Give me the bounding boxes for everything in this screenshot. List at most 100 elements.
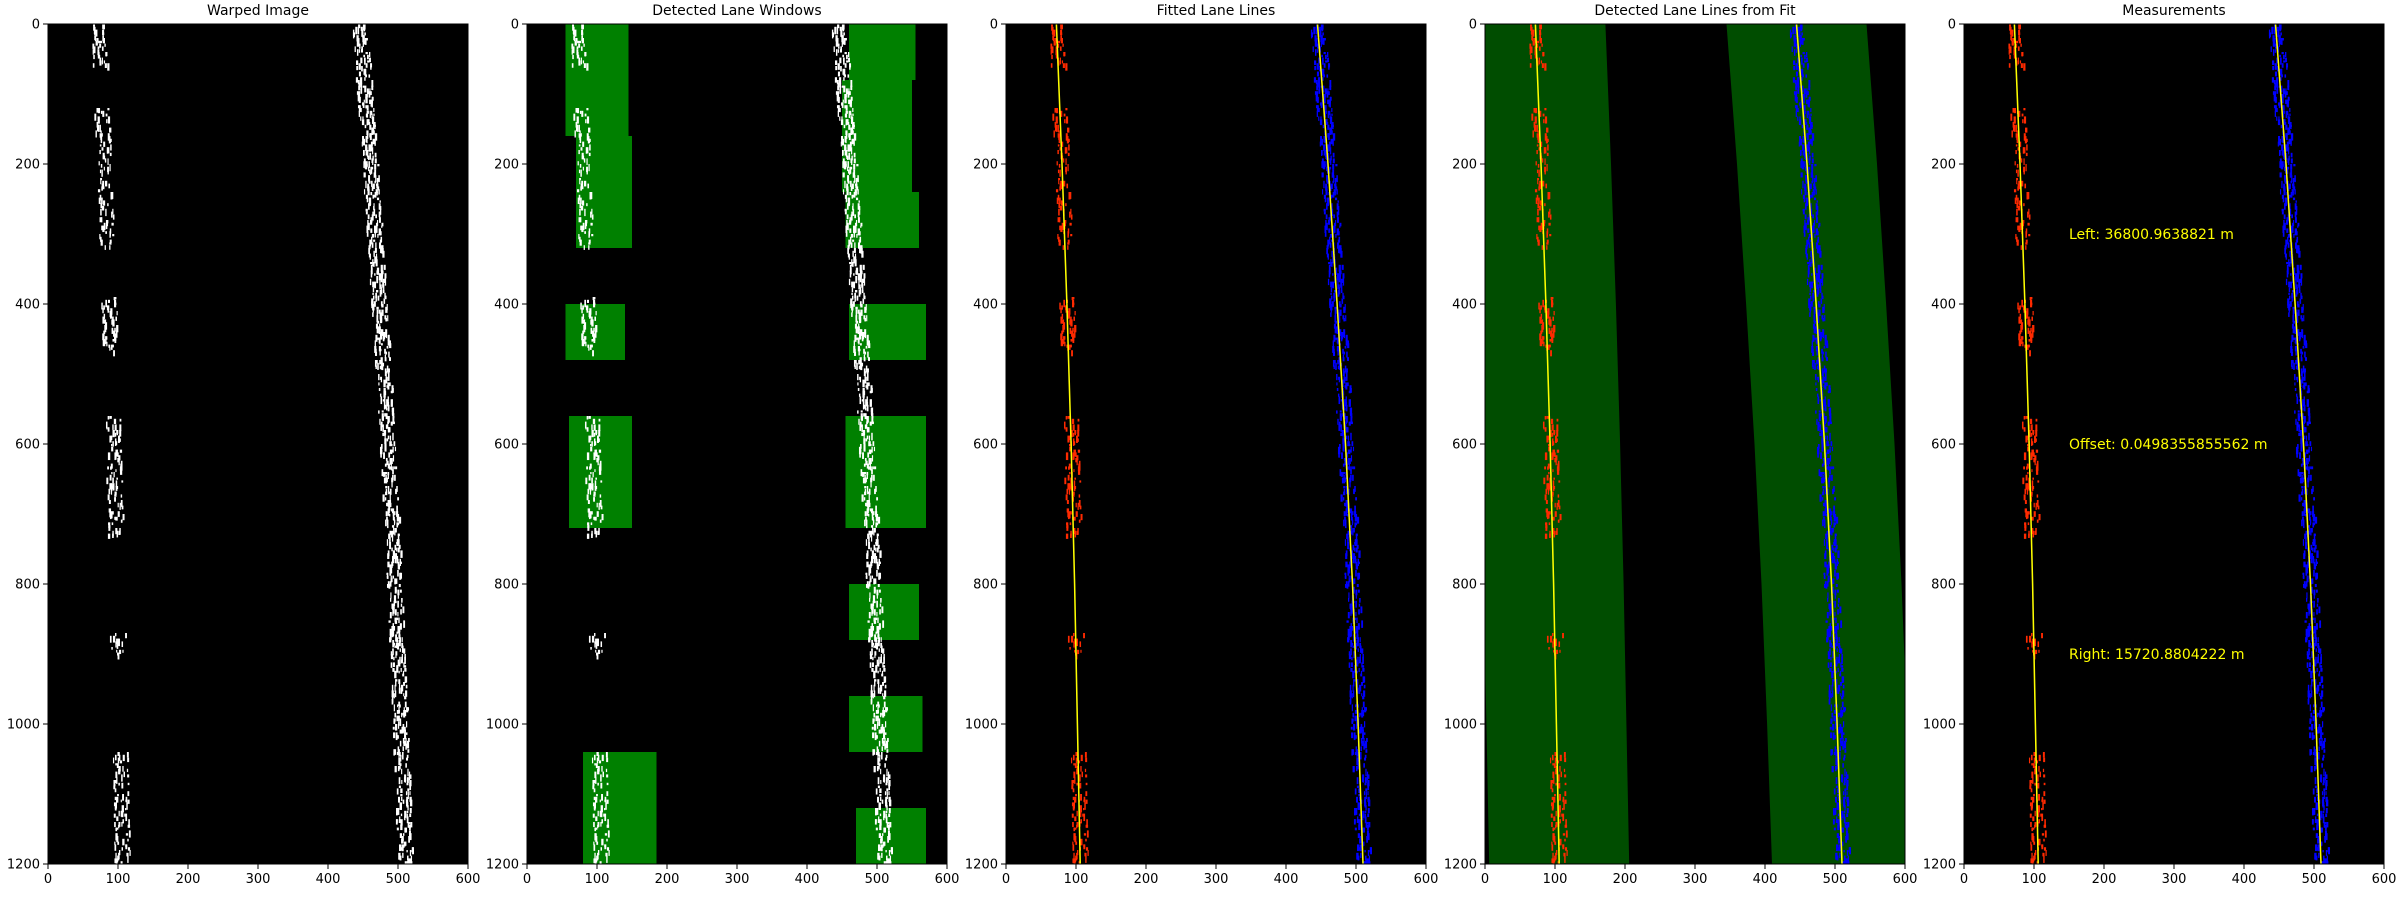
- right-lane-pixel: [1323, 52, 1326, 55]
- right-lane-pixel: [1365, 768, 1367, 777]
- lane-pixel: [870, 410, 873, 416]
- lane-pixel: [878, 623, 881, 630]
- right-lane-pixel: [1823, 477, 1825, 483]
- lane-pixel: [874, 642, 878, 649]
- lane-pixel: [839, 26, 842, 31]
- lane-pixel: [840, 119, 844, 126]
- lane-pixel: [103, 305, 105, 310]
- lane-pixel: [380, 287, 383, 295]
- lane-pixel: [594, 771, 597, 779]
- lane-pixel: [874, 732, 877, 741]
- lane-pixel: [371, 234, 375, 238]
- right-lane-pixel: [1825, 382, 1828, 387]
- right-lane-pixel: [1809, 312, 1811, 317]
- lane-pixel: [116, 530, 119, 538]
- lane-pixel: [851, 147, 853, 155]
- left-lane-pixel: [1556, 418, 1559, 422]
- right-lane-pixel: [1334, 197, 1338, 201]
- right-lane-pixel: [1801, 68, 1803, 72]
- right-lane-pixel: [1329, 80, 1332, 87]
- right-lane-pixel: [1836, 637, 1839, 643]
- right-lane-pixel: [1821, 348, 1823, 354]
- lane-pixel: [862, 278, 865, 283]
- right-lane-pixel: [1808, 234, 1812, 238]
- left-lane-pixel: [1537, 178, 1540, 181]
- left-lane-pixel: [1080, 754, 1083, 762]
- lane-pixel: [99, 217, 102, 223]
- right-lane-pixel: [1348, 578, 1351, 583]
- right-lane-pixel: [1803, 150, 1806, 157]
- lane-pixel: [389, 494, 391, 502]
- right-lane-pixel: [1793, 91, 1796, 95]
- lane-pixel: [871, 511, 874, 517]
- lane-pixel: [595, 827, 598, 830]
- right-lane-pixel: [1338, 236, 1341, 243]
- lane-pixel: [846, 54, 848, 60]
- lane-pixel: [593, 438, 596, 446]
- lane-pixel: [93, 32, 96, 35]
- left-lane-pixel: [1068, 514, 1070, 520]
- lane-pixel: [584, 52, 587, 57]
- lane-pixel: [883, 701, 886, 708]
- right-lane-pixel: [1352, 446, 1355, 452]
- right-lane-pixel: [1337, 320, 1341, 324]
- right-lane-pixel: [1328, 166, 1331, 174]
- lane-pixel: [117, 458, 120, 463]
- right-lane-pixel: [1827, 508, 1830, 512]
- right-lane-pixel: [1822, 491, 1825, 496]
- lane-pixel: [379, 418, 381, 425]
- lane-pixel: [383, 334, 385, 339]
- lane-pixel: [863, 444, 865, 452]
- lane-pixel: [606, 855, 608, 863]
- y-tick-label: 200: [973, 158, 998, 173]
- lane-pixel: [394, 645, 397, 648]
- lane-pixel: [118, 768, 121, 775]
- left-lane-pixel: [1062, 158, 1064, 161]
- lane-pixel: [402, 673, 405, 677]
- right-lane-pixel: [1801, 68, 1804, 77]
- left-lane-pixel: [1551, 327, 1553, 332]
- lane-pixel: [107, 203, 109, 207]
- lane-pixel: [116, 486, 119, 490]
- right-lane-pixel: [1345, 474, 1347, 480]
- lane-pixel: [875, 547, 877, 552]
- lane-pixel: [397, 659, 400, 667]
- lane-pixel: [116, 836, 119, 843]
- right-lane-pixel: [1323, 63, 1326, 68]
- lane-pixel: [402, 799, 405, 804]
- lane-pixel: [877, 679, 880, 684]
- right-lane-pixel: [1367, 822, 1369, 825]
- left-lane-pixel: [1530, 24, 1533, 27]
- right-lane-pixel: [1325, 214, 1328, 220]
- right-lane-pixel: [1321, 24, 1324, 32]
- lane-pixel: [845, 88, 848, 95]
- lane-pixel: [409, 824, 411, 829]
- left-lane-pixel: [1537, 208, 1539, 216]
- lane-pixel: [103, 200, 106, 206]
- lane-pixel: [377, 234, 379, 238]
- right-lane-pixel: [1355, 589, 1358, 596]
- lane-pixel: [127, 824, 130, 828]
- left-lane-pixel: [1537, 130, 1539, 133]
- lane-pixel: [369, 124, 372, 128]
- lane-pixel: [97, 127, 100, 131]
- lane-pixel: [876, 766, 879, 772]
- lane-pixel: [393, 662, 395, 667]
- lane-pixel: [396, 724, 398, 731]
- left-lane-pixel: [1555, 649, 1559, 655]
- right-lane-pixel: [1352, 645, 1355, 648]
- lane-pixel: [841, 138, 844, 146]
- lane-pixel: [841, 35, 844, 43]
- lane-pixel: [877, 785, 880, 789]
- right-lane-pixel: [1332, 138, 1334, 146]
- lane-pixel: [848, 245, 850, 250]
- lane-pixel: [117, 511, 120, 517]
- right-lane-pixel: [1314, 35, 1317, 42]
- right-lane-pixel: [1347, 441, 1349, 447]
- left-lane-pixel: [1086, 819, 1088, 827]
- left-lane-pixel: [1067, 635, 1070, 643]
- left-lane-pixel: [1058, 130, 1060, 133]
- lane-pixel: [371, 214, 374, 221]
- lane-pixel: [363, 24, 366, 32]
